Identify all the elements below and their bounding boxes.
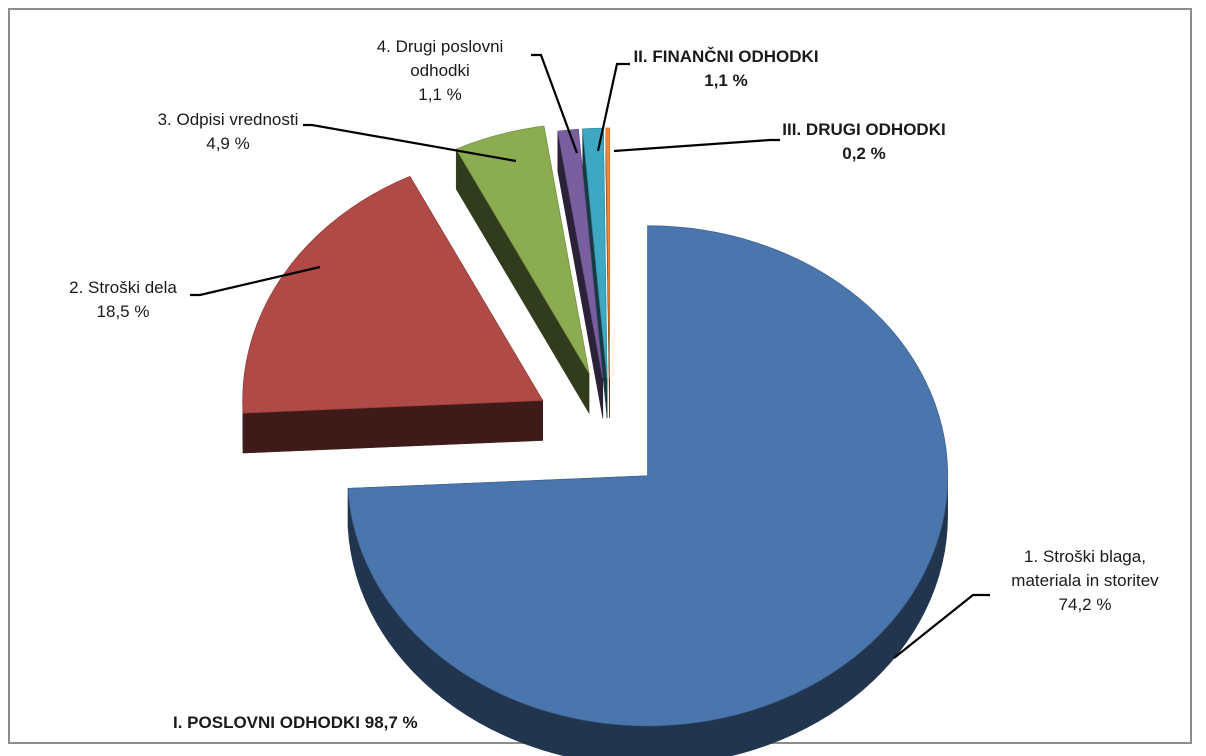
leader-lines	[190, 53, 990, 659]
slice-value-label-1: 74,2 %	[1059, 595, 1112, 614]
slice-value-label-2: 18,5 %	[97, 302, 150, 321]
slice-category-label-3: 3. Odpisi vrednosti	[158, 110, 299, 129]
leader-line-1	[893, 593, 990, 659]
slice-value-label-3: 4,9 %	[206, 134, 249, 153]
leader-line-5	[596, 62, 630, 152]
pie-slice-4	[557, 128, 604, 419]
leader-line-6	[613, 138, 780, 153]
slice-category-label-5: II. FINANČNI ODHODKI	[633, 47, 818, 66]
slice-category-label-1: materiala in storitev	[1011, 571, 1159, 590]
pie-slice-5	[582, 127, 608, 419]
slices-layer	[242, 125, 949, 756]
slice-value-label-6: 0,2 %	[842, 144, 885, 163]
leader-line-2	[190, 265, 321, 297]
slice-category-label-1: 1. Stroški blaga,	[1024, 547, 1146, 566]
slice-category-label-6: III. DRUGI ODHODKI	[782, 120, 945, 139]
annotation-poslovni-odhodki: I. POSLOVNI ODHODKI 98,7 %	[173, 713, 418, 732]
slice-category-label-4: 4. Drugi poslovni	[377, 37, 504, 56]
leader-line-4	[531, 53, 579, 154]
slice-value-label-5: 1,1 %	[704, 71, 747, 90]
pie-slice-3	[455, 125, 590, 415]
slice-category-label-2: 2. Stroški dela	[69, 278, 177, 297]
pie-slice-2	[242, 175, 544, 454]
pie-slice-6	[605, 127, 611, 419]
leader-line-3	[303, 123, 517, 163]
pie-slice-1	[347, 225, 949, 756]
slice-category-label-4: odhodki	[410, 61, 470, 80]
slice-value-label-4: 1,1 %	[418, 85, 461, 104]
labels-layer: 1. Stroški blaga, materiala in storitev 74…	[69, 37, 1159, 732]
